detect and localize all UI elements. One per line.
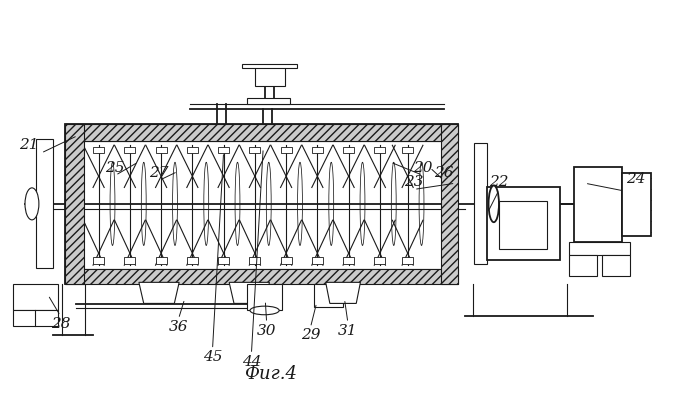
- Bar: [242, 65, 297, 68]
- Text: 23: 23: [404, 175, 424, 188]
- Text: 25: 25: [106, 160, 125, 175]
- Polygon shape: [229, 282, 270, 303]
- Bar: [314, 284, 343, 307]
- Bar: [568, 255, 596, 276]
- Text: 24: 24: [626, 172, 646, 186]
- Bar: [249, 257, 260, 264]
- Bar: [36, 139, 53, 268]
- Bar: [246, 99, 290, 103]
- Bar: [281, 257, 292, 264]
- Text: Фиг.4: Фиг.4: [244, 366, 297, 383]
- Bar: [125, 257, 135, 264]
- Bar: [499, 201, 547, 249]
- Bar: [402, 147, 413, 153]
- Ellipse shape: [489, 185, 499, 222]
- Polygon shape: [139, 282, 179, 303]
- Bar: [568, 242, 630, 255]
- Ellipse shape: [25, 188, 39, 220]
- Bar: [402, 257, 413, 264]
- Bar: [187, 147, 198, 153]
- Text: 29: 29: [301, 328, 320, 343]
- Text: 30: 30: [257, 324, 276, 338]
- Bar: [65, 124, 458, 141]
- Bar: [93, 147, 104, 153]
- Text: 45: 45: [203, 350, 223, 364]
- Bar: [13, 284, 57, 310]
- Bar: [486, 187, 560, 261]
- Bar: [125, 147, 135, 153]
- Bar: [65, 269, 458, 284]
- Bar: [622, 173, 651, 236]
- Bar: [574, 167, 622, 242]
- Ellipse shape: [250, 306, 279, 315]
- Bar: [65, 124, 458, 284]
- Text: 22: 22: [489, 175, 509, 188]
- Bar: [247, 284, 282, 310]
- Text: 27: 27: [149, 166, 169, 180]
- Bar: [281, 147, 292, 153]
- Bar: [312, 147, 323, 153]
- Bar: [218, 257, 229, 264]
- Bar: [343, 257, 354, 264]
- Text: 36: 36: [169, 320, 188, 334]
- Bar: [312, 257, 323, 264]
- Bar: [93, 257, 104, 264]
- Polygon shape: [326, 282, 360, 303]
- Bar: [249, 147, 260, 153]
- Bar: [602, 255, 630, 276]
- Text: 21: 21: [20, 138, 39, 152]
- Bar: [374, 257, 386, 264]
- Bar: [255, 66, 286, 86]
- Bar: [13, 310, 57, 326]
- Bar: [374, 147, 386, 153]
- Bar: [441, 124, 458, 284]
- Bar: [343, 147, 354, 153]
- Bar: [475, 143, 486, 265]
- Text: 31: 31: [338, 324, 358, 338]
- Text: 26: 26: [434, 166, 454, 180]
- Bar: [155, 257, 167, 264]
- Bar: [65, 124, 84, 284]
- Bar: [187, 257, 198, 264]
- Bar: [155, 147, 167, 153]
- Text: 44: 44: [241, 355, 261, 369]
- Bar: [218, 147, 229, 153]
- Text: 20: 20: [413, 160, 433, 175]
- Text: 28: 28: [50, 317, 70, 331]
